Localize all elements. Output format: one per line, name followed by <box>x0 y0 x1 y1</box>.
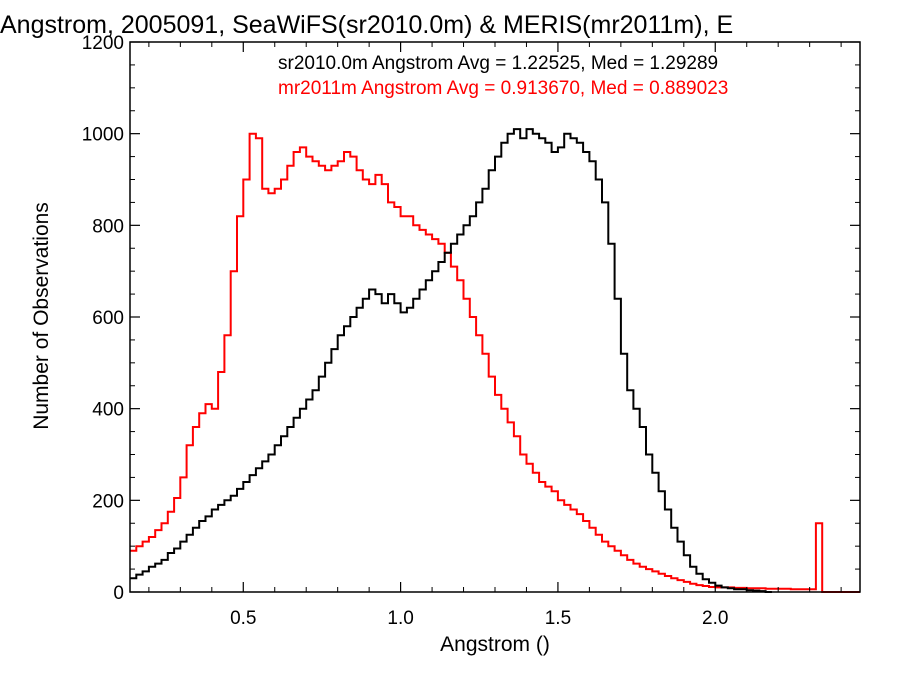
x-tick-label: 0.5 <box>230 608 256 629</box>
y-tick-label: 1000 <box>82 125 124 146</box>
y-tick-label: 1200 <box>82 33 124 54</box>
y-tick-label: 200 <box>92 491 124 512</box>
series-stats-sr2010: sr2010.0m Angstrom Avg = 1.22525, Med = … <box>278 53 718 74</box>
ticks-layer: 0.5 1.0 1.5 2.0 0 200 400 600 800 1000 1200 <box>82 33 860 629</box>
y-tick-label: 800 <box>92 216 124 237</box>
series-line-mr2011m <box>130 132 860 593</box>
y-tick-label: 600 <box>92 308 124 329</box>
plot-area: 0.5 1.0 1.5 2.0 0 200 400 600 800 1000 1200 <box>82 33 861 629</box>
y-tick-label: 0 <box>113 583 124 604</box>
x-tick-label: 1.5 <box>545 608 571 629</box>
x-tick-label: 2.0 <box>702 608 728 629</box>
plot-frame <box>129 41 861 593</box>
chart-title: Angstrom, 2005091, SeaWiFS(sr2010.0m) & … <box>0 11 733 39</box>
series-stats-mr2011: mr2011m Angstrom Avg = 0.913670, Med = 0… <box>278 78 728 99</box>
x-axis-label: Angstrom () <box>440 633 550 656</box>
y-tick-label: 400 <box>92 400 124 421</box>
series-layer <box>130 128 860 593</box>
y-axis-label: Number of Observations <box>30 202 53 430</box>
x-tick-label: 1.0 <box>387 608 413 629</box>
series-line-sr2010.0m <box>130 128 772 593</box>
